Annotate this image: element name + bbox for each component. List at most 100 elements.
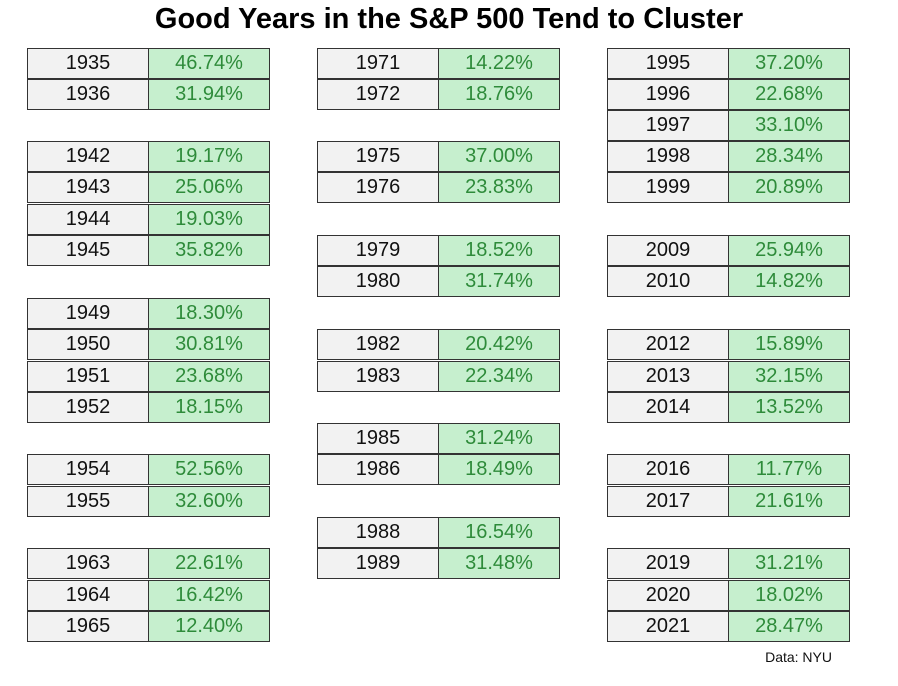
table-row: 1950 30.81% — [27, 329, 270, 360]
return-cell: 52.56% — [148, 454, 270, 485]
return-cell: 18.52% — [438, 235, 560, 266]
year-cell: 2019 — [607, 548, 729, 579]
table-row: 1989 31.48% — [317, 548, 560, 579]
return-cell: 31.24% — [438, 423, 560, 454]
year-cell: 2010 — [607, 266, 729, 297]
table-row: 1999 20.89% — [607, 172, 850, 203]
year-cell: 1950 — [27, 329, 149, 360]
table-row: 1943 25.06% — [27, 172, 270, 203]
table-row: 2016 11.77% — [607, 454, 850, 485]
year-cell: 1944 — [27, 204, 149, 235]
table-row: 2020 18.02% — [607, 580, 850, 611]
return-cell: 20.89% — [728, 172, 850, 203]
year-cell: 1976 — [317, 172, 439, 203]
year-cell: 1988 — [317, 517, 439, 548]
table-row: 2014 13.52% — [607, 392, 850, 423]
return-cell: 31.74% — [438, 266, 560, 297]
table-row: 1996 22.68% — [607, 79, 850, 110]
year-cell: 1986 — [317, 454, 439, 485]
year-cell: 1965 — [27, 611, 149, 642]
table-row: 1955 32.60% — [27, 486, 270, 517]
table-row: 2009 25.94% — [607, 235, 850, 266]
return-cell: 18.15% — [148, 392, 270, 423]
year-cell: 1972 — [317, 79, 439, 110]
year-cell: 2013 — [607, 361, 729, 392]
year-cell: 2016 — [607, 454, 729, 485]
table-row: 1949 18.30% — [27, 298, 270, 329]
table-row: 1998 28.34% — [607, 141, 850, 172]
return-cell: 16.42% — [148, 580, 270, 611]
year-cell: 2021 — [607, 611, 729, 642]
year-cell: 1982 — [317, 329, 439, 360]
table-row: 1980 31.74% — [317, 266, 560, 297]
return-cell: 37.20% — [728, 48, 850, 79]
year-cell: 1989 — [317, 548, 439, 579]
year-cell: 1979 — [317, 235, 439, 266]
return-cell: 19.03% — [148, 204, 270, 235]
year-cell: 1980 — [317, 266, 439, 297]
year-cell: 2009 — [607, 235, 729, 266]
return-cell: 37.00% — [438, 141, 560, 172]
return-cell: 18.30% — [148, 298, 270, 329]
table-row: 1945 35.82% — [27, 235, 270, 266]
table-row: 1942 19.17% — [27, 141, 270, 172]
return-cell: 32.15% — [728, 361, 850, 392]
year-cell: 1998 — [607, 141, 729, 172]
table-row: 1951 23.68% — [27, 361, 270, 392]
table-row: 2010 14.82% — [607, 266, 850, 297]
table-row: 2019 31.21% — [607, 548, 850, 579]
table-row: 1976 23.83% — [317, 172, 560, 203]
table-row: 2013 32.15% — [607, 361, 850, 392]
table-row: 1975 37.00% — [317, 141, 560, 172]
year-cell: 1943 — [27, 172, 149, 203]
year-cell: 1951 — [27, 361, 149, 392]
year-cell: 2014 — [607, 392, 729, 423]
table-row: 1985 31.24% — [317, 423, 560, 454]
return-cell: 22.34% — [438, 361, 560, 392]
return-cell: 31.48% — [438, 548, 560, 579]
year-cell: 1983 — [317, 361, 439, 392]
year-cell: 2017 — [607, 486, 729, 517]
table-row: 1986 18.49% — [317, 454, 560, 485]
return-cell: 16.54% — [438, 517, 560, 548]
table-row: 1963 22.61% — [27, 548, 270, 579]
table-row: 1997 33.10% — [607, 110, 850, 141]
year-cell: 1975 — [317, 141, 439, 172]
table-row: 1971 14.22% — [317, 48, 560, 79]
return-cell: 15.89% — [728, 329, 850, 360]
table-row: 1965 12.40% — [27, 611, 270, 642]
return-cell: 20.42% — [438, 329, 560, 360]
table-row: 1982 20.42% — [317, 329, 560, 360]
return-cell: 31.94% — [148, 79, 270, 110]
chart-title: Good Years in the S&P 500 Tend to Cluste… — [154, 3, 744, 35]
year-cell: 1971 — [317, 48, 439, 79]
return-cell: 14.82% — [728, 266, 850, 297]
table-row: 2017 21.61% — [607, 486, 850, 517]
year-cell: 2012 — [607, 329, 729, 360]
year-cell: 1945 — [27, 235, 149, 266]
return-cell: 18.02% — [728, 580, 850, 611]
return-cell: 23.83% — [438, 172, 560, 203]
table-row: 1983 22.34% — [317, 361, 560, 392]
year-cell: 1996 — [607, 79, 729, 110]
return-cell: 18.49% — [438, 454, 560, 485]
table-row: 1944 19.03% — [27, 204, 270, 235]
year-cell: 1999 — [607, 172, 729, 203]
year-cell: 1949 — [27, 298, 149, 329]
return-cell: 31.21% — [728, 548, 850, 579]
return-cell: 32.60% — [148, 486, 270, 517]
table-row: 1952 18.15% — [27, 392, 270, 423]
table-row: 2021 28.47% — [607, 611, 850, 642]
table-row: 1954 52.56% — [27, 454, 270, 485]
return-cell: 23.68% — [148, 361, 270, 392]
table-row: 1935 46.74% — [27, 48, 270, 79]
return-cell: 28.34% — [728, 141, 850, 172]
year-cell: 1997 — [607, 110, 729, 141]
table-row: 1979 18.52% — [317, 235, 560, 266]
table-row: 1936 31.94% — [27, 79, 270, 110]
return-cell: 30.81% — [148, 329, 270, 360]
return-cell: 21.61% — [728, 486, 850, 517]
return-cell: 33.10% — [728, 110, 850, 141]
year-cell: 1954 — [27, 454, 149, 485]
year-cell: 1936 — [27, 79, 149, 110]
